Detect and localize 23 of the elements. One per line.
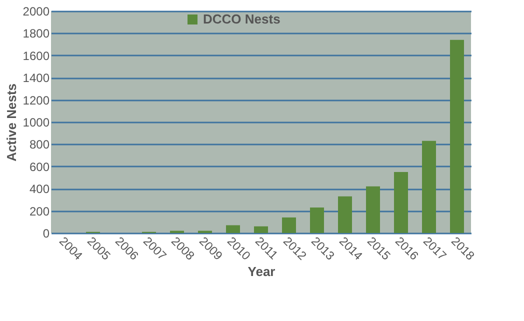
y-tick-label: 1000 [22, 116, 50, 130]
bar [282, 217, 296, 233]
y-tick-label: 400 [29, 182, 50, 196]
y-tick-label: 0 [42, 226, 50, 240]
bar [450, 40, 464, 233]
y-tick-label: 1600 [22, 48, 50, 63]
y-tick-label: 600 [29, 160, 50, 174]
bar [338, 196, 352, 233]
y-tick-label: 1200 [22, 93, 50, 108]
bar [310, 207, 324, 233]
y-tick-label: 2000 [22, 4, 50, 18]
bar [366, 186, 380, 233]
y-tick-label: 1800 [22, 26, 50, 41]
y-axis-title: Active Nests [4, 83, 19, 162]
x-axis-title: Year [248, 264, 276, 280]
legend-label: DCCO Nests [203, 12, 280, 26]
y-tick-label: 1400 [22, 71, 50, 86]
bar [394, 172, 408, 233]
bar [226, 225, 240, 233]
bar [254, 226, 268, 233]
y-tick-label: 800 [29, 138, 50, 152]
bar [422, 140, 436, 233]
y-tick-label: 200 [29, 204, 50, 218]
